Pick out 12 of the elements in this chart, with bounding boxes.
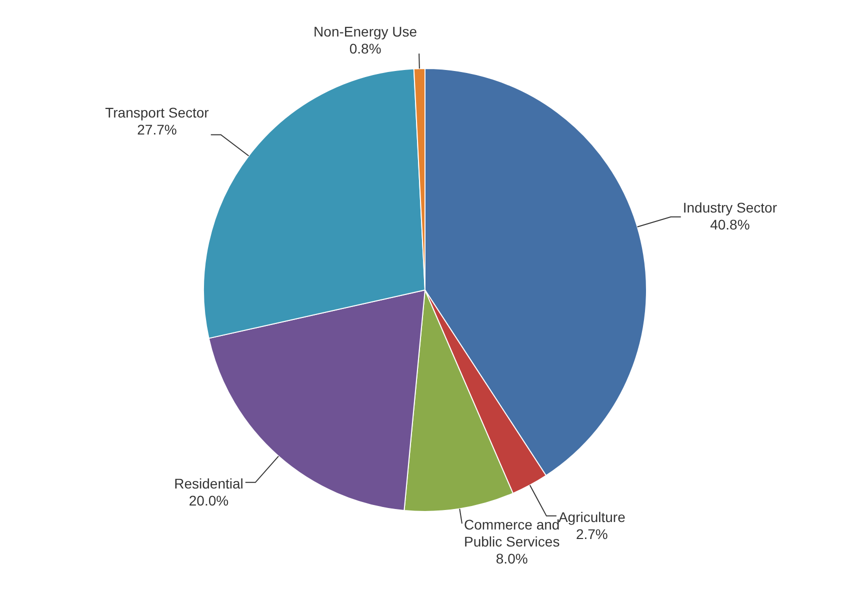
slice-label: Non-Energy Use — [314, 23, 418, 40]
data-label: 27.7% — [137, 122, 177, 138]
slice-label: Transport Sector — [105, 104, 210, 121]
slice-label: Industry Sector — [682, 199, 778, 216]
data-label: 20.0% — [188, 492, 229, 508]
data-label: 2.7% — [576, 526, 608, 542]
data-label: 8.0% — [496, 550, 528, 566]
slice-label: Residential — [174, 475, 244, 492]
slice-label: Commerce and Public Services — [464, 516, 560, 550]
data-label: 0.8% — [349, 40, 382, 56]
data-label: 40.8% — [710, 216, 750, 232]
slice-label: Agriculture — [558, 508, 626, 525]
